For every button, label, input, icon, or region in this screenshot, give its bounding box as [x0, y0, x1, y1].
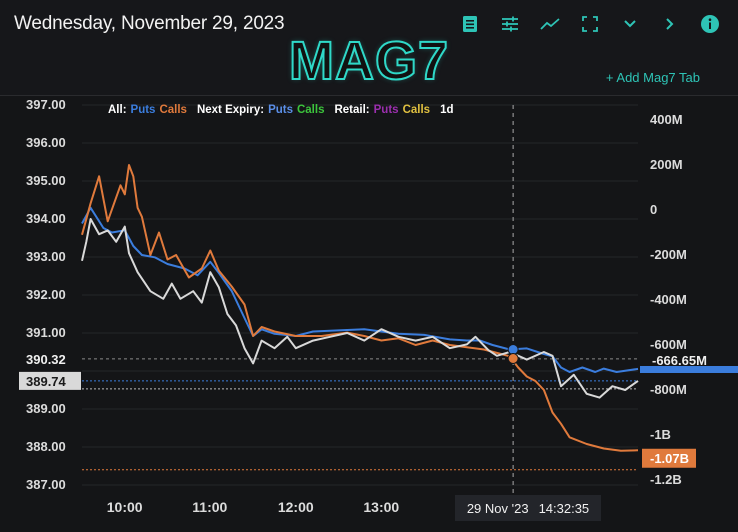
- toolbar: [458, 12, 722, 36]
- calls-marker-label: -1.07B: [650, 451, 689, 466]
- left-axis-tick-label: 388.00: [26, 439, 66, 454]
- right-axis-tick-label: -600M: [650, 337, 687, 352]
- left-axis-tick-label: 395.00: [26, 173, 66, 188]
- sliders-icon[interactable]: [498, 12, 522, 36]
- legend-timeframe[interactable]: 1d: [440, 104, 454, 116]
- chevron-right-icon[interactable]: [658, 12, 682, 36]
- legend-all-calls[interactable]: Calls: [159, 104, 187, 116]
- right-axis-tick-label: 0: [650, 202, 657, 217]
- crosshair-calls-dot: [507, 353, 519, 364]
- price-marker-label: 390.32: [26, 352, 66, 367]
- list-icon[interactable]: [458, 12, 482, 36]
- legend-retail-puts[interactable]: Puts: [373, 104, 399, 116]
- chart-panel: [0, 95, 738, 532]
- chevron-down-icon[interactable]: [618, 12, 642, 36]
- calls-marker-box: [642, 448, 696, 468]
- info-icon[interactable]: [698, 12, 722, 36]
- legend-retail-calls[interactable]: Calls: [402, 104, 431, 116]
- chart-legend: All: Puts Calls Next Expiry: Puts Calls …: [108, 104, 453, 116]
- right-axis-tick-label: -1.2B: [650, 472, 682, 487]
- right-axis-tick-label: 200M: [650, 157, 683, 172]
- left-axis-tick-label: 396.00: [26, 135, 66, 150]
- legend-all-puts[interactable]: Puts: [130, 104, 156, 116]
- crosshair-time-label: 29 Nov '23 14:32:35: [455, 495, 601, 521]
- right-axis-tick-label: -800M: [650, 382, 687, 397]
- current-price-label: 389.74: [26, 374, 67, 389]
- brand-title: MAG7: [288, 30, 449, 92]
- legend-next-label: Next Expiry:: [196, 104, 265, 116]
- legend-next-puts[interactable]: Puts: [268, 104, 293, 116]
- right-axis-tick-label: -1B: [650, 427, 671, 442]
- crosshair-date: 29 Nov '23: [466, 500, 529, 516]
- crosshair-time: 14:32:35: [538, 500, 590, 516]
- left-axis-tick-label: 389.00: [26, 401, 66, 416]
- x-axis-tick-label: 12:00: [278, 499, 314, 515]
- right-axis-tick-label: -400M: [650, 292, 687, 307]
- legend-next-calls[interactable]: Calls: [296, 104, 325, 116]
- left-axis-tick-label: 394.00: [26, 211, 66, 226]
- right-axis-tick-label: -200M: [650, 247, 687, 262]
- trend-icon[interactable]: [538, 12, 562, 36]
- date-label: Wednesday, November 29, 2023: [14, 13, 285, 34]
- puts-marker-bar: [640, 365, 738, 373]
- left-axis-tick-label: 392.00: [26, 287, 66, 302]
- left-axis-tick-label: 387.00: [26, 477, 66, 492]
- puts-marker-label: -666.65M: [652, 353, 707, 368]
- fullscreen-icon[interactable]: [578, 12, 602, 36]
- series-line-underlying[interactable]: [81, 218, 639, 399]
- legend-retail-label: Retail:: [334, 104, 370, 116]
- series-line-calls[interactable]: [81, 164, 639, 452]
- x-axis-tick-label: 10:00: [107, 499, 143, 515]
- x-axis-tick-label: 13:00: [363, 499, 399, 515]
- left-axis-tick-label: 391.00: [26, 325, 66, 340]
- x-axis-tick-label: 11:00: [192, 499, 227, 515]
- right-axis-tick-label: 400M: [650, 112, 683, 127]
- legend-all-label: All:: [108, 104, 127, 116]
- left-axis-tick-label: 393.00: [26, 249, 66, 264]
- series-line-puts[interactable]: [81, 206, 639, 373]
- add-tab-link[interactable]: + Add Mag7 Tab: [605, 70, 700, 85]
- current-price-box: [19, 371, 81, 390]
- left-axis-tick-label: 397.00: [26, 97, 66, 112]
